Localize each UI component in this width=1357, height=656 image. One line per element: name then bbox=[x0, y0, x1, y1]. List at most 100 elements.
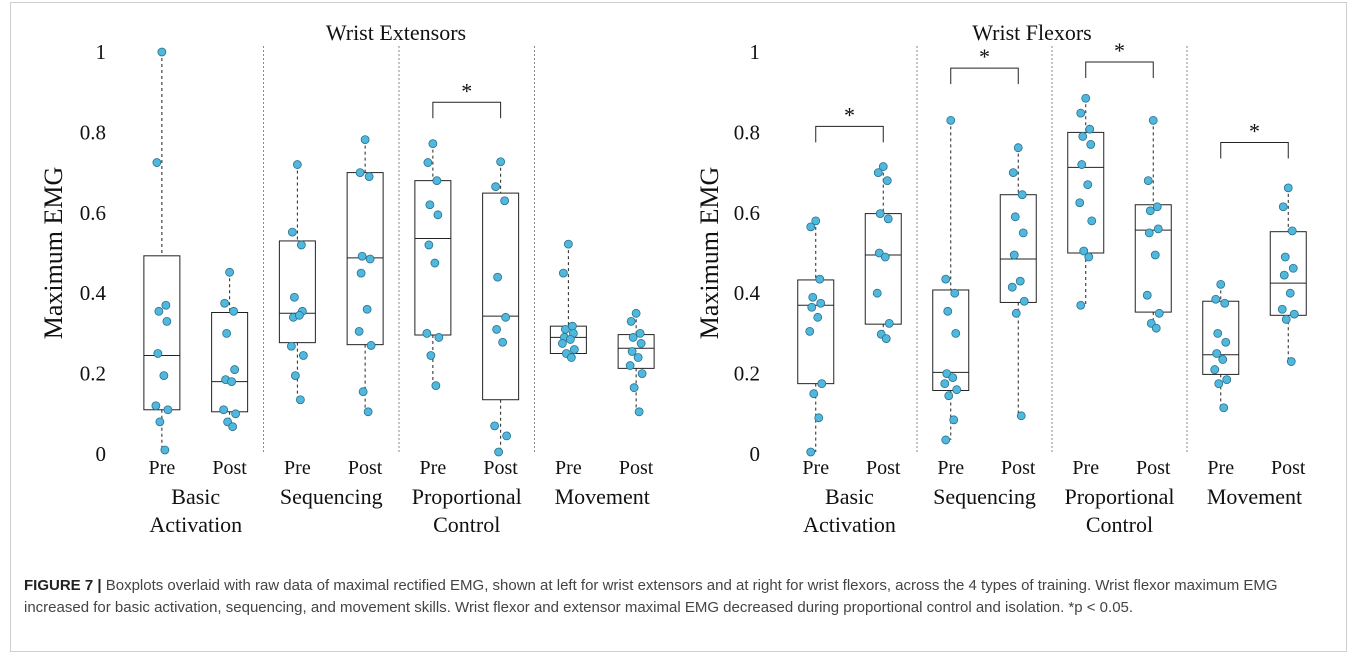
data-point bbox=[355, 168, 365, 178]
significance-bracket: * bbox=[950, 44, 1019, 85]
data-point bbox=[354, 326, 364, 336]
data-point bbox=[560, 324, 570, 334]
data-point bbox=[286, 341, 296, 351]
boxplot-pre bbox=[143, 47, 181, 455]
data-point bbox=[809, 389, 819, 399]
bracket-line bbox=[950, 67, 1019, 85]
significance-star: * bbox=[1114, 38, 1125, 63]
data-point bbox=[1278, 202, 1288, 212]
data-point bbox=[366, 341, 376, 350]
x-tick-label: Pre bbox=[284, 457, 311, 479]
data-point bbox=[811, 216, 821, 226]
data-point bbox=[161, 300, 171, 310]
boxplot-post bbox=[864, 162, 902, 344]
data-point bbox=[423, 158, 433, 167]
significance-bracket: * bbox=[432, 78, 502, 119]
data-point bbox=[951, 328, 961, 338]
box-iqr bbox=[482, 192, 520, 401]
data-point bbox=[1017, 190, 1027, 200]
data-point bbox=[220, 298, 230, 308]
data-point bbox=[296, 240, 306, 250]
data-point bbox=[364, 172, 374, 182]
x-tick-label: Pre bbox=[937, 457, 964, 479]
data-point bbox=[295, 395, 305, 405]
data-point bbox=[816, 298, 826, 308]
data-point bbox=[808, 292, 818, 302]
bracket-line bbox=[815, 125, 884, 143]
data-point bbox=[636, 339, 646, 348]
data-point bbox=[569, 345, 579, 354]
data-point bbox=[1010, 212, 1020, 222]
bracket-line bbox=[432, 101, 502, 119]
data-point bbox=[1214, 379, 1224, 389]
data-point bbox=[946, 115, 956, 125]
data-point bbox=[1277, 304, 1287, 314]
data-point bbox=[433, 210, 443, 220]
data-point bbox=[225, 267, 235, 277]
data-point bbox=[1013, 143, 1023, 153]
data-point bbox=[1075, 198, 1085, 208]
data-point bbox=[1084, 252, 1094, 262]
caption-text: Boxplots overlaid with raw data of maxim… bbox=[24, 577, 1278, 616]
data-point bbox=[1145, 206, 1155, 216]
data-point bbox=[230, 365, 240, 374]
data-point bbox=[944, 391, 954, 401]
bracket-line bbox=[1220, 141, 1289, 159]
data-point bbox=[494, 447, 504, 457]
data-point bbox=[1281, 314, 1291, 324]
data-point bbox=[875, 209, 885, 219]
group-label: Proportional bbox=[1065, 484, 1175, 509]
chart-wrist-extensors: Wrist Extensors Maximum EMG 0 0.2 0.4 0.6 0.8 1… bbox=[39, 20, 655, 537]
data-point bbox=[1222, 375, 1232, 385]
data-point bbox=[628, 333, 638, 342]
x-tick-label: Pre bbox=[802, 457, 829, 479]
data-point bbox=[1076, 300, 1086, 310]
data-point bbox=[365, 254, 375, 264]
boxplot-post bbox=[617, 308, 655, 417]
box-iqr bbox=[864, 213, 902, 325]
data-point bbox=[1210, 365, 1220, 374]
box-iqr bbox=[1067, 131, 1105, 254]
group-label: Movement bbox=[1207, 484, 1302, 509]
data-point bbox=[1009, 250, 1019, 260]
y-tick-label: 0.6 bbox=[734, 201, 760, 225]
data-point bbox=[1086, 140, 1096, 149]
figure-frame bbox=[10, 2, 1347, 652]
data-point bbox=[490, 421, 500, 431]
y-tick-label: 0.6 bbox=[80, 201, 106, 225]
data-point bbox=[231, 409, 241, 419]
data-point bbox=[1216, 279, 1226, 289]
data-point bbox=[1285, 288, 1295, 298]
data-point bbox=[814, 413, 824, 423]
data-point bbox=[880, 252, 890, 262]
group-label: Basic bbox=[825, 484, 874, 509]
data-point bbox=[1008, 168, 1018, 178]
data-point bbox=[228, 422, 238, 432]
data-point bbox=[1011, 308, 1021, 318]
data-point bbox=[363, 407, 373, 417]
data-point bbox=[805, 326, 815, 336]
data-point bbox=[563, 239, 573, 249]
box-iqr bbox=[932, 289, 970, 391]
data-point bbox=[627, 347, 637, 356]
data-point bbox=[160, 445, 170, 455]
data-point bbox=[1219, 403, 1229, 413]
y-tick-label: 0 bbox=[750, 442, 761, 466]
data-point bbox=[884, 318, 894, 328]
data-point bbox=[815, 274, 825, 284]
y-axis-label: Maximum EMG bbox=[695, 167, 724, 340]
data-point bbox=[942, 369, 952, 379]
data-point bbox=[1018, 228, 1028, 238]
figure-charts: Wrist Extensors Maximum EMG 0 0.2 0.4 0.6 0.8 1… bbox=[39, 20, 1307, 537]
data-point bbox=[1280, 252, 1290, 262]
data-point bbox=[1153, 224, 1163, 234]
data-point bbox=[229, 306, 239, 316]
y-axis-label: Maximum EMG bbox=[39, 167, 68, 340]
data-point bbox=[941, 274, 951, 284]
caption-figure-label: FIGURE 7 | bbox=[24, 577, 102, 594]
data-point bbox=[807, 302, 817, 312]
data-point bbox=[501, 312, 511, 322]
data-point bbox=[151, 401, 161, 411]
data-point bbox=[428, 139, 438, 149]
data-point bbox=[360, 135, 370, 145]
